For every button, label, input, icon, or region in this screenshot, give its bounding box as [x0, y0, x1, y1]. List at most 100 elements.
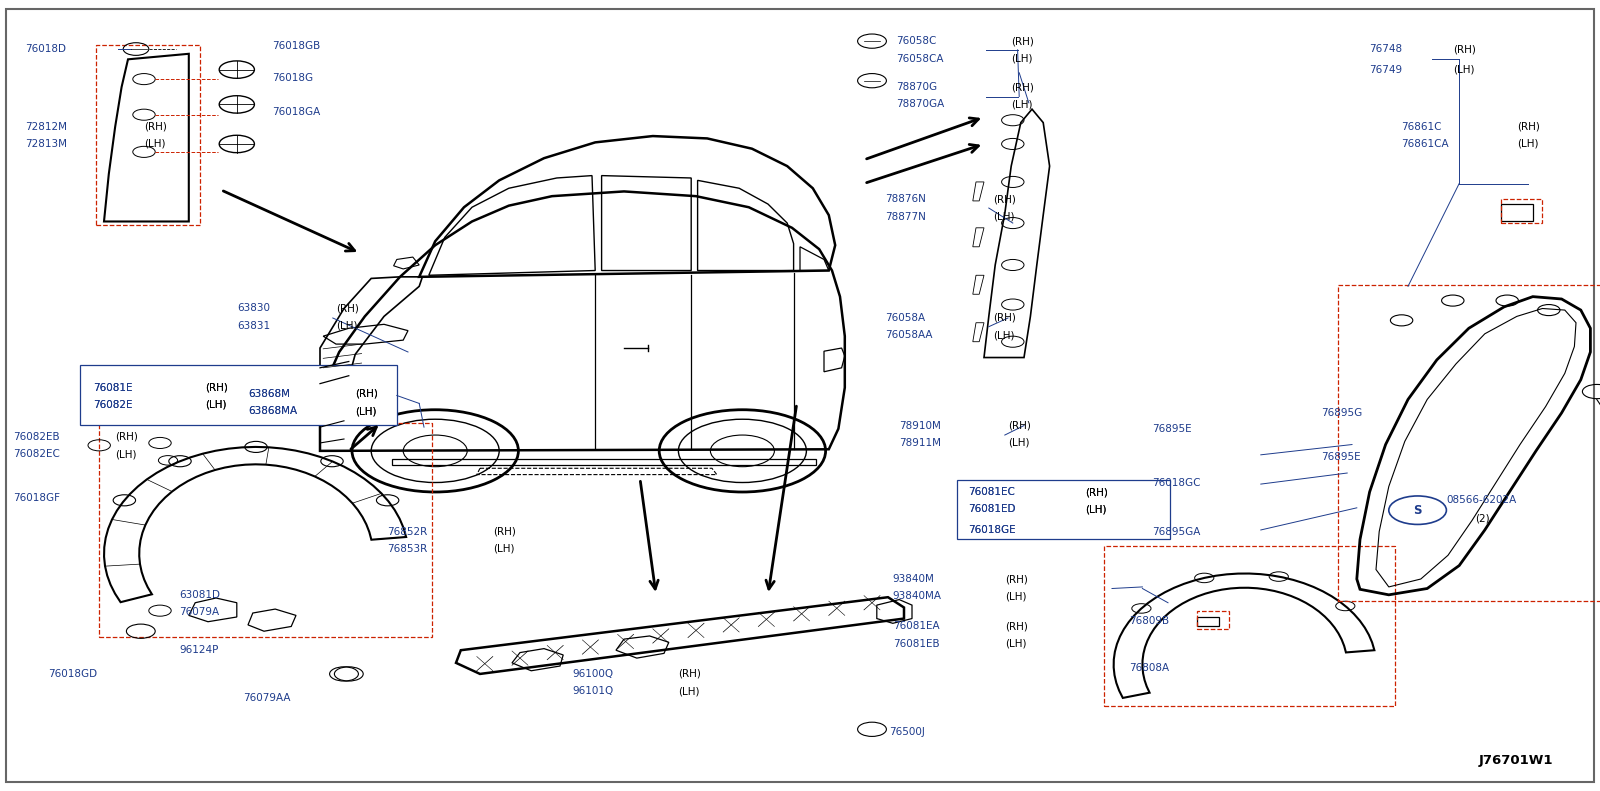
Text: 76748: 76748: [1370, 44, 1403, 54]
Text: 76058AA: 76058AA: [885, 331, 933, 340]
Text: 76081E: 76081E: [93, 383, 133, 392]
Text: (RH): (RH): [336, 304, 358, 313]
Text: (LH): (LH): [355, 407, 376, 416]
Text: 76018D: 76018D: [26, 44, 67, 54]
Text: (LH): (LH): [115, 449, 136, 459]
Text: (LH): (LH): [144, 139, 165, 149]
Text: (RH): (RH): [1517, 122, 1539, 131]
Text: 72813M: 72813M: [26, 139, 67, 149]
Text: 72812M: 72812M: [26, 122, 67, 131]
Text: 96101Q: 96101Q: [573, 687, 614, 696]
Text: (LH): (LH): [1517, 139, 1538, 149]
Bar: [96, 45, 200, 225]
Text: (LH): (LH): [1085, 505, 1106, 514]
Text: 76018GE: 76018GE: [968, 525, 1016, 535]
Text: 76081ED: 76081ED: [968, 505, 1016, 514]
Bar: [80, 365, 397, 425]
Text: (RH): (RH): [115, 432, 138, 441]
Text: 93840M: 93840M: [893, 574, 934, 584]
Text: (RH): (RH): [355, 389, 378, 399]
Text: 76079AA: 76079AA: [243, 693, 291, 702]
Text: 63081D: 63081D: [179, 590, 221, 600]
Text: 76809B: 76809B: [1130, 616, 1170, 626]
Text: 76861CA: 76861CA: [1402, 139, 1450, 149]
Text: 63868M: 63868M: [248, 389, 290, 399]
Text: 63831: 63831: [237, 321, 270, 331]
Text: (RH): (RH): [678, 669, 701, 679]
Text: 76058A: 76058A: [885, 313, 925, 323]
Text: 78876N: 78876N: [885, 195, 926, 204]
Text: J76701W1: J76701W1: [1478, 755, 1554, 767]
Bar: [99, 423, 432, 637]
Text: 76895E: 76895E: [1152, 424, 1192, 433]
Text: 76018GD: 76018GD: [48, 669, 98, 679]
Text: (RH): (RH): [1011, 36, 1034, 46]
Text: 63868MA: 63868MA: [248, 407, 298, 416]
Text: (RH): (RH): [144, 122, 166, 131]
Text: 76808A: 76808A: [1130, 664, 1170, 673]
Text: 76081EB: 76081EB: [893, 639, 939, 649]
Text: (LH): (LH): [1008, 438, 1029, 448]
Text: 76895G: 76895G: [1322, 408, 1363, 418]
Text: 08566-6202A: 08566-6202A: [1446, 495, 1517, 505]
Text: 63830: 63830: [237, 304, 270, 313]
Text: (LH): (LH): [355, 407, 376, 416]
Text: (LH): (LH): [1011, 54, 1032, 63]
Text: 96100Q: 96100Q: [573, 669, 614, 679]
Text: 76018GE: 76018GE: [968, 525, 1016, 535]
Text: (RH): (RH): [1005, 574, 1027, 584]
Text: 76082E: 76082E: [93, 400, 133, 410]
Bar: [1501, 199, 1542, 223]
Text: (RH): (RH): [994, 195, 1016, 204]
Text: 78911M: 78911M: [899, 438, 941, 448]
Text: (2): (2): [1475, 514, 1490, 524]
Text: 76081EA: 76081EA: [893, 622, 939, 631]
Bar: [1197, 611, 1229, 629]
Text: 78910M: 78910M: [899, 421, 941, 430]
Text: (RH): (RH): [205, 383, 227, 392]
Bar: [957, 480, 1170, 539]
Bar: [1104, 546, 1395, 706]
Text: 76081EC: 76081EC: [968, 487, 1014, 497]
Text: (RH): (RH): [994, 313, 1016, 323]
Text: (RH): (RH): [1085, 487, 1107, 497]
Text: 76895GA: 76895GA: [1152, 527, 1200, 536]
Text: 76018GF: 76018GF: [13, 494, 59, 503]
Text: 76082EB: 76082EB: [13, 432, 59, 441]
Text: 93840MA: 93840MA: [893, 592, 942, 601]
Text: (LH): (LH): [1085, 505, 1106, 514]
Text: (LH): (LH): [205, 400, 226, 410]
Text: (LH): (LH): [1011, 100, 1032, 109]
Text: 76081EC: 76081EC: [968, 487, 1014, 497]
Text: (LH): (LH): [1453, 65, 1474, 74]
Text: 76018GC: 76018GC: [1152, 478, 1200, 487]
Text: (LH): (LH): [493, 544, 514, 554]
Text: 78877N: 78877N: [885, 212, 926, 221]
Text: (RH): (RH): [1453, 44, 1475, 54]
Text: (RH): (RH): [1008, 421, 1030, 430]
Text: (RH): (RH): [205, 383, 227, 392]
Text: 63868MA: 63868MA: [248, 407, 298, 416]
Text: (LH): (LH): [994, 212, 1014, 221]
Text: (RH): (RH): [1005, 622, 1027, 631]
Text: (LH): (LH): [336, 321, 357, 331]
Text: 76861C: 76861C: [1402, 122, 1442, 131]
Text: 63868M: 63868M: [248, 389, 290, 399]
Text: (LH): (LH): [205, 400, 226, 410]
Text: 76018G: 76018G: [272, 73, 314, 82]
Text: 76082E: 76082E: [93, 400, 133, 410]
Text: 76018GB: 76018GB: [272, 41, 320, 51]
Text: 78870GA: 78870GA: [896, 100, 944, 109]
Text: 76853R: 76853R: [387, 544, 427, 554]
Text: 76079A: 76079A: [179, 607, 219, 617]
Text: 76058CA: 76058CA: [896, 54, 944, 63]
Text: 76852R: 76852R: [387, 527, 427, 536]
Text: 76749: 76749: [1370, 65, 1403, 74]
Text: 78870G: 78870G: [896, 82, 938, 92]
Text: 76082EC: 76082EC: [13, 449, 59, 459]
Text: 76018GA: 76018GA: [272, 108, 320, 117]
Text: (LH): (LH): [994, 331, 1014, 340]
Text: (RH): (RH): [1011, 82, 1034, 92]
Text: (LH): (LH): [1005, 639, 1026, 649]
Text: 76895E: 76895E: [1322, 452, 1362, 462]
